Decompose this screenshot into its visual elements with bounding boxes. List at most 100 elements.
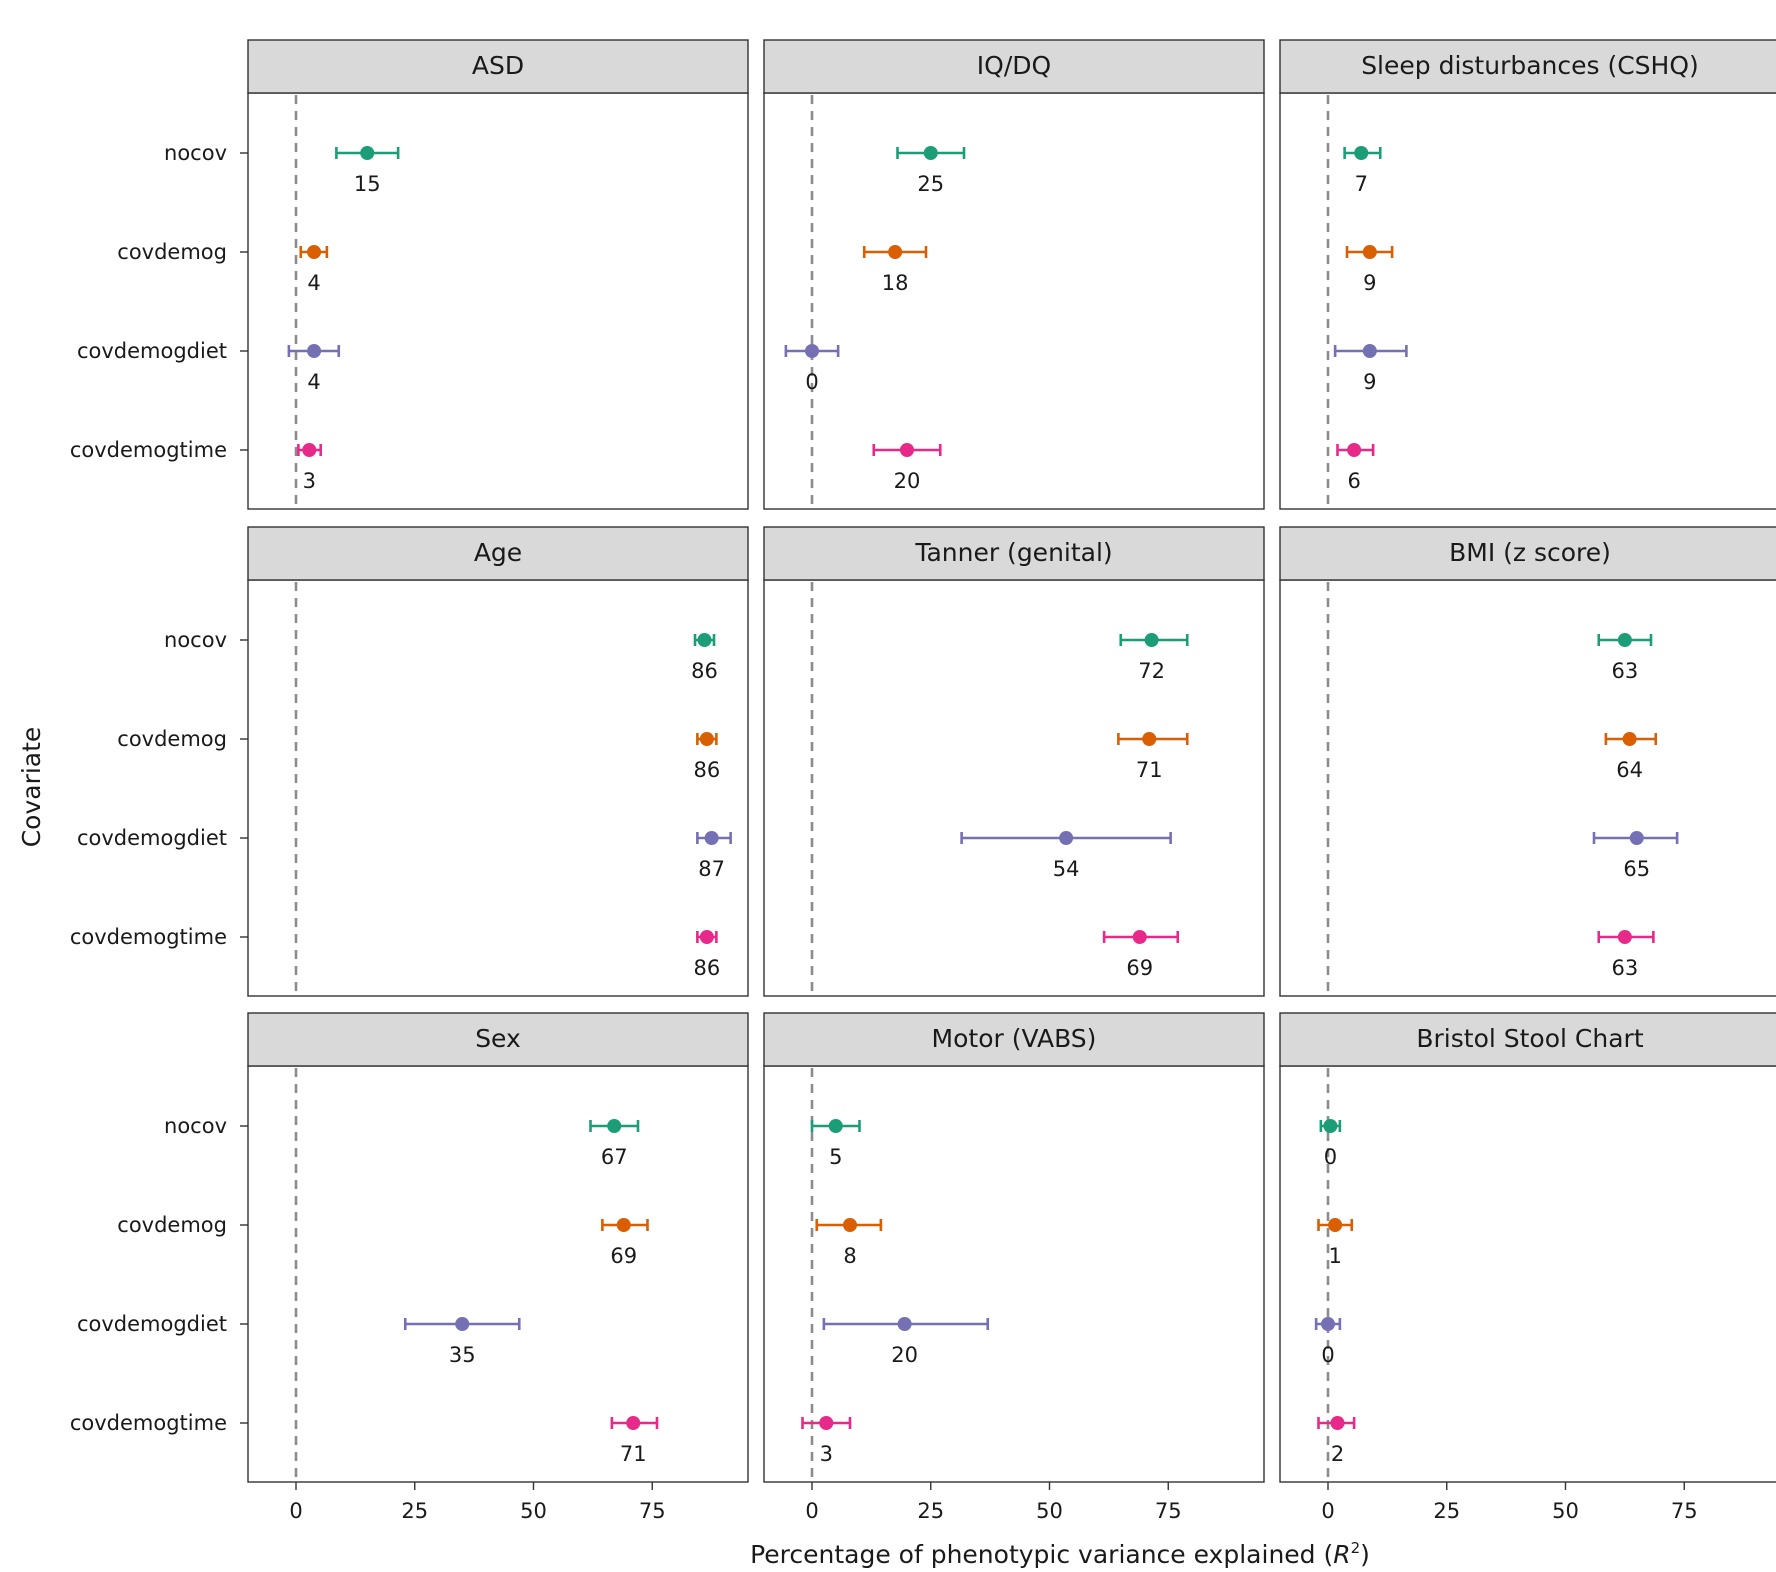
data-point-covdemogdiet: 9 bbox=[1333, 344, 1408, 394]
y-tick-label-covdemogdiet: covdemogdiet bbox=[77, 826, 227, 850]
x-axis-title: Percentage of phenotypic variance explai… bbox=[750, 1539, 1370, 1569]
panel-frame bbox=[763, 92, 1265, 510]
point-marker bbox=[360, 146, 375, 160]
point-marker bbox=[455, 1317, 470, 1331]
data-label: 15 bbox=[354, 172, 381, 196]
y-tick-label-covdemogtime: covdemogtime bbox=[70, 1411, 227, 1435]
panel-frame bbox=[1279, 1065, 1776, 1483]
point-marker bbox=[699, 930, 714, 944]
point-marker bbox=[302, 443, 317, 457]
y-tick-label-covdemogtime: covdemogtime bbox=[70, 925, 227, 949]
panel-strip bbox=[1279, 39, 1776, 94]
point-marker bbox=[307, 344, 322, 358]
point-marker bbox=[704, 831, 719, 845]
x-tick-label: 75 bbox=[1671, 1499, 1698, 1523]
panel-age: Age 86 86 87 86 bbox=[247, 526, 749, 997]
data-label: 69 bbox=[1126, 956, 1153, 980]
panel-tanner-genital: Tanner (genital) 72 71 54 69 bbox=[763, 526, 1265, 997]
data-label: 9 bbox=[1363, 271, 1376, 295]
data-label: 69 bbox=[610, 1244, 637, 1268]
point-marker bbox=[1362, 245, 1377, 259]
data-point-covdemogdiet: 4 bbox=[287, 344, 341, 394]
point-marker bbox=[1321, 1317, 1335, 1331]
x-tick-label: 25 bbox=[917, 1499, 944, 1523]
x-tick-label: 25 bbox=[401, 1499, 428, 1523]
panel-strip bbox=[247, 39, 749, 94]
data-label: 5 bbox=[829, 1145, 842, 1169]
panel-sex: Sex 67 69 35 71 bbox=[247, 1012, 749, 1483]
panel-strip bbox=[763, 526, 1265, 581]
panel-frame bbox=[1279, 92, 1776, 510]
x-axis-title-text: Percentage of phenotypic variance explai… bbox=[750, 1540, 1333, 1569]
point-marker bbox=[697, 633, 712, 647]
data-point-covdemog: 18 bbox=[862, 245, 928, 295]
point-marker bbox=[828, 1119, 843, 1133]
x-tick-label: 50 bbox=[520, 1499, 547, 1523]
point-marker bbox=[1330, 1416, 1345, 1430]
x-tick-label: 75 bbox=[639, 1499, 666, 1523]
y-axis-labels: nocov covdemog covdemogdiet covdemogtime noc… bbox=[70, 141, 248, 1435]
point-marker bbox=[1132, 930, 1147, 944]
y-tick-label-covdemogtime: covdemogtime bbox=[70, 438, 227, 462]
point-marker bbox=[923, 146, 938, 160]
panel-strip bbox=[763, 1012, 1265, 1067]
data-label: 4 bbox=[307, 370, 320, 394]
point-marker bbox=[805, 344, 819, 358]
y-axis-title: Covariate bbox=[17, 727, 46, 848]
x-tick-label: 50 bbox=[1552, 1499, 1579, 1523]
panel-title: Motor (VABS) bbox=[932, 1024, 1097, 1053]
data-point-nocov: 15 bbox=[335, 146, 400, 196]
point-marker bbox=[1617, 930, 1632, 944]
data-label: 86 bbox=[691, 659, 718, 683]
data-label: 0 bbox=[1321, 1343, 1334, 1367]
point-marker bbox=[616, 1218, 631, 1232]
panel-title: Bristol Stool Chart bbox=[1416, 1024, 1643, 1053]
panel-strip bbox=[247, 1012, 749, 1067]
data-point-covdemogtime: 3 bbox=[801, 1416, 852, 1466]
y-tick-label-covdemog: covdemog bbox=[117, 1213, 227, 1237]
point-marker bbox=[1144, 633, 1159, 647]
data-label: 4 bbox=[307, 271, 320, 295]
panel-title: ASD bbox=[472, 51, 524, 80]
data-label: 2 bbox=[1331, 1442, 1344, 1466]
point-marker bbox=[1328, 1218, 1343, 1232]
data-label: 86 bbox=[694, 956, 721, 980]
data-label: 6 bbox=[1347, 469, 1360, 493]
data-point-covdemogtime: 20 bbox=[872, 443, 942, 493]
panel-sleep-disturbances-cshq: Sleep disturbances (CSHQ) 7 9 9 6 bbox=[1279, 39, 1776, 510]
data-point-covdemog: 8 bbox=[815, 1218, 883, 1268]
x-axis-title-symbol: R bbox=[1333, 1540, 1350, 1569]
data-label: 63 bbox=[1612, 659, 1639, 683]
data-point-covdemog: 71 bbox=[1117, 732, 1189, 782]
x-axis-title-close: ) bbox=[1360, 1540, 1370, 1569]
data-label: 71 bbox=[1136, 758, 1163, 782]
data-point-covdemog: 64 bbox=[1604, 732, 1658, 782]
point-marker bbox=[1354, 146, 1369, 160]
panel-strip bbox=[1279, 1012, 1776, 1067]
data-label: 71 bbox=[620, 1442, 647, 1466]
data-point-nocov: 25 bbox=[896, 146, 966, 196]
panel-frame bbox=[1279, 579, 1776, 997]
data-point-covdemogdiet: 0 bbox=[784, 344, 840, 394]
point-marker bbox=[1617, 633, 1632, 647]
data-point-nocov: 5 bbox=[810, 1119, 861, 1169]
data-point-nocov: 86 bbox=[691, 633, 718, 683]
data-point-covdemog: 1 bbox=[1317, 1218, 1354, 1268]
y-tick-label-covdemog: covdemog bbox=[117, 727, 227, 751]
y-tick-label-covdemogdiet: covdemogdiet bbox=[77, 339, 227, 363]
panel-title: Age bbox=[474, 538, 522, 567]
data-label: 25 bbox=[917, 172, 944, 196]
y-tick-label-nocov: nocov bbox=[164, 628, 227, 652]
data-label: 67 bbox=[601, 1145, 628, 1169]
data-label: 0 bbox=[805, 370, 818, 394]
data-label: 1 bbox=[1328, 1244, 1341, 1268]
point-marker bbox=[1622, 732, 1637, 746]
panel-strip bbox=[763, 39, 1265, 94]
panel-asd: ASD 15 4 4 3 bbox=[247, 39, 749, 510]
data-label: 65 bbox=[1623, 857, 1650, 881]
data-label: 3 bbox=[820, 1442, 833, 1466]
data-label: 7 bbox=[1355, 172, 1368, 196]
y-tick-label-nocov: nocov bbox=[164, 141, 227, 165]
point-marker bbox=[307, 245, 322, 259]
